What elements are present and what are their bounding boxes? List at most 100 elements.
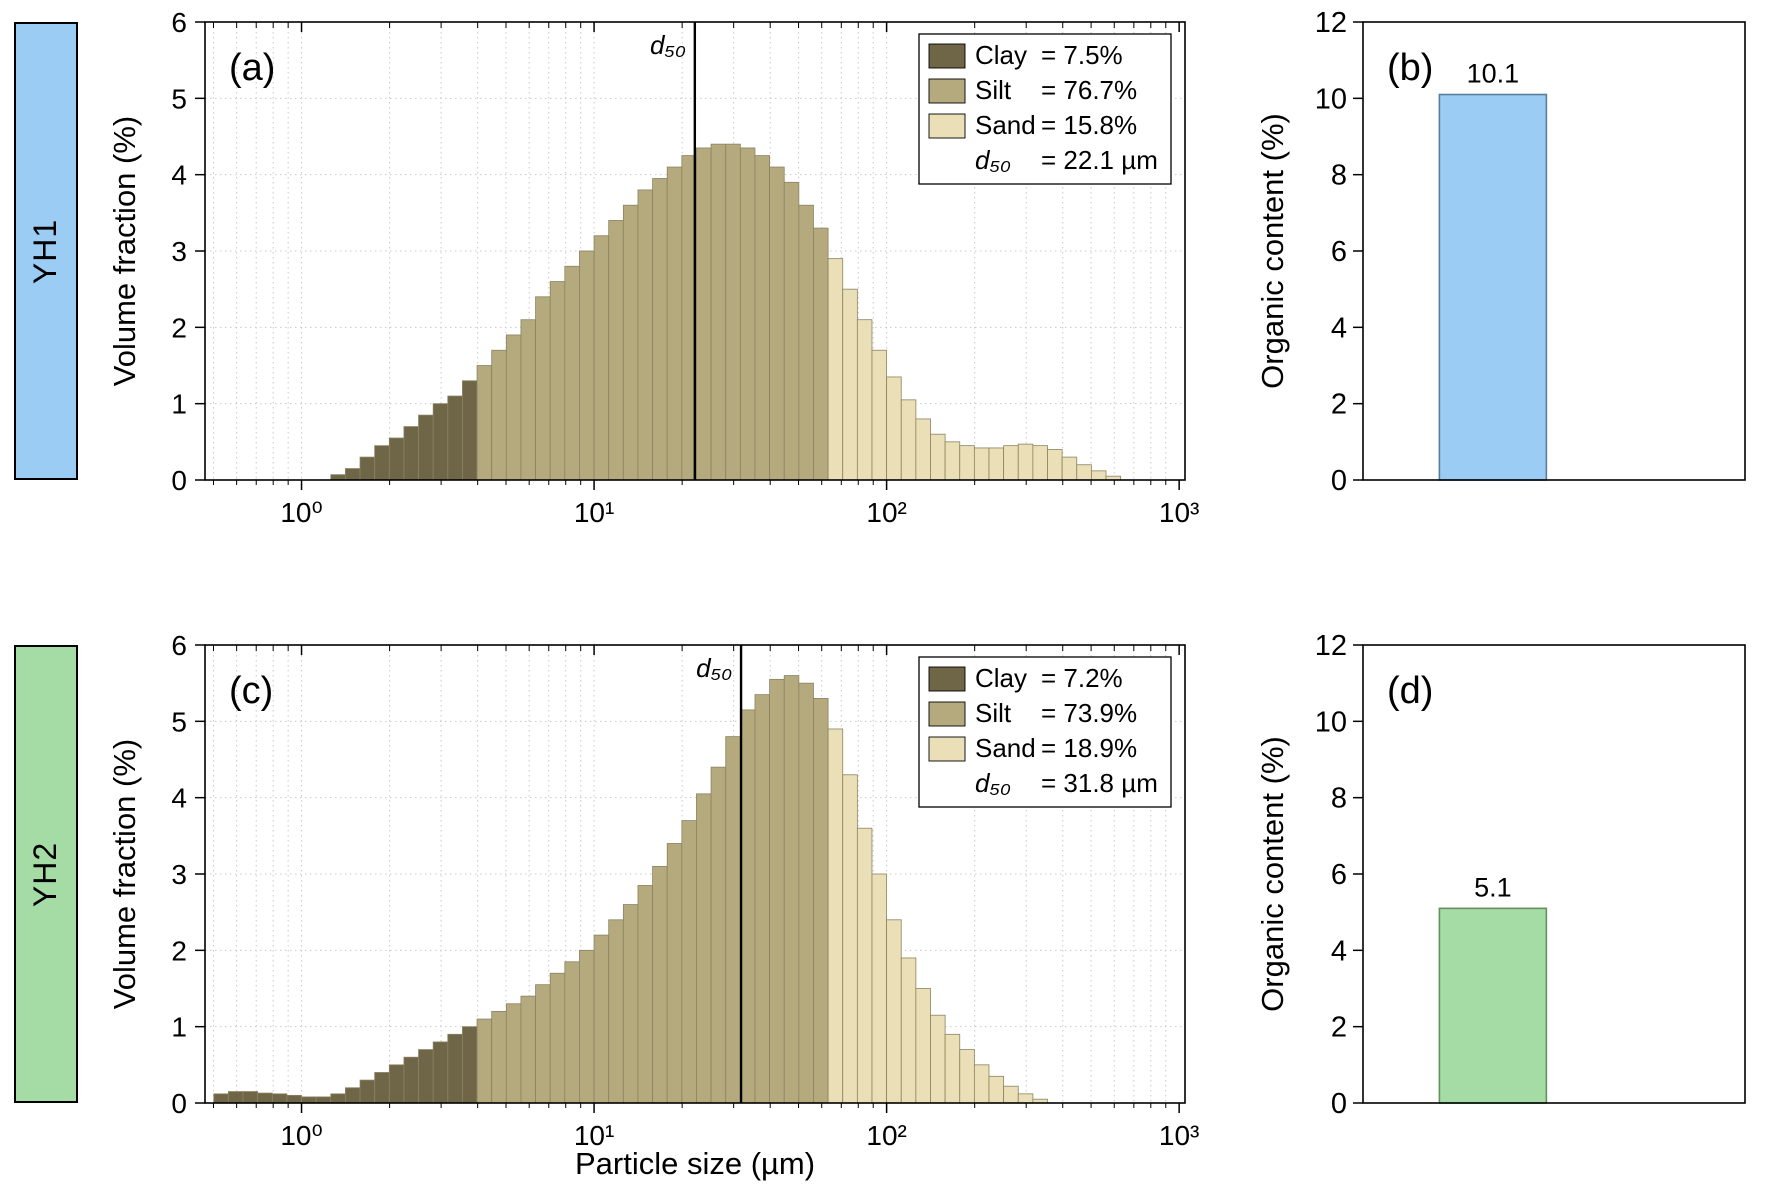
hist-bin xyxy=(973,447,990,481)
hist-bin xyxy=(257,1092,273,1104)
legend-label: Clay xyxy=(975,40,1027,70)
hist-panel-YH2: d₅₀ 10⁰ 10¹ 10² 10³ 0 1 2 3 4 5 6 Volume fraction (%… xyxy=(107,630,1199,1151)
y-axis-label: Volume fraction (%) xyxy=(107,739,142,1010)
hist-bin xyxy=(871,349,888,481)
hist-bin xyxy=(447,395,463,481)
hist-bin xyxy=(681,820,697,1104)
hist-bin xyxy=(930,1014,946,1104)
hist-bin xyxy=(930,433,946,481)
hist-bin xyxy=(959,1049,975,1104)
legend-value: = 7.5% xyxy=(1041,40,1123,70)
hist-bin xyxy=(842,288,858,481)
hist-bin xyxy=(710,143,727,481)
hist-bin xyxy=(856,827,873,1104)
hist-bin xyxy=(418,414,434,481)
x-tick-label: 10³ xyxy=(1159,1120,1199,1151)
y-tick-label: 0 xyxy=(1331,465,1347,497)
legend-swatch-clay xyxy=(928,666,966,692)
y-tick-label: 4 xyxy=(1331,935,1347,967)
bar-value-label: 5.1 xyxy=(1474,872,1512,902)
hist-bin xyxy=(856,319,873,481)
y-tick-label: 10 xyxy=(1315,83,1347,115)
hist-bin xyxy=(813,227,829,481)
hist-bin xyxy=(520,995,536,1104)
hist-bin xyxy=(725,736,741,1104)
y-tick-label: 0 xyxy=(1331,1088,1347,1120)
hist-bin xyxy=(652,865,668,1104)
hist-bin xyxy=(505,334,522,481)
y-tick-label: 10 xyxy=(1315,706,1347,738)
hist-bin xyxy=(462,380,478,481)
x-tick-label: 10¹ xyxy=(574,1120,614,1151)
hist-panel-YH1: d₅₀ 10⁰ 10¹ 10² 10³ 0 1 2 3 4 5 6 Volume fraction (%… xyxy=(107,7,1199,528)
sample-badge-yh2-label: YH2 xyxy=(27,841,64,907)
hist-bin xyxy=(886,919,902,1104)
y-tick-label: 1 xyxy=(171,1012,187,1043)
hist-bin xyxy=(491,349,507,481)
hist-bin xyxy=(1076,464,1092,481)
hist-bin xyxy=(403,1056,419,1104)
hist-bin xyxy=(1017,1093,1034,1104)
hist-bin xyxy=(739,147,756,481)
hist-bin xyxy=(432,1041,449,1104)
legend-label: Sand xyxy=(975,733,1036,763)
organic-panel-YH1: 10.1 0 2 4 6 8 10 12 Organic content (%) (b) xyxy=(1255,7,1746,497)
legend-label: Silt xyxy=(975,698,1012,728)
hist-bin xyxy=(696,147,712,481)
x-axis-label: Particle size (µm) xyxy=(574,1146,816,1181)
hist-bin xyxy=(388,437,405,481)
hist-bin xyxy=(1003,445,1019,481)
hist-bin xyxy=(315,1096,332,1104)
hist-bin xyxy=(886,376,902,481)
x-tick-label: 10² xyxy=(866,497,906,528)
y-tick-label: 0 xyxy=(171,465,187,496)
legend-swatch-clay xyxy=(928,43,966,69)
legend-label: Clay xyxy=(975,663,1027,693)
hist-bin xyxy=(432,403,449,481)
hist-bin xyxy=(622,204,639,481)
legend-swatch-silt xyxy=(928,78,966,104)
hist-bin xyxy=(579,250,595,481)
legend-box xyxy=(918,656,1172,808)
y-tick-label: 5 xyxy=(171,83,187,114)
hist-bin xyxy=(666,843,683,1104)
legend-swatch-sand xyxy=(928,736,966,762)
y-tick-label: 2 xyxy=(171,312,187,343)
y-axis-label: Organic content (%) xyxy=(1255,736,1290,1012)
y-tick-label: 0 xyxy=(171,1088,187,1119)
hist-bin xyxy=(696,793,712,1104)
legend-value: = 31.8 µm xyxy=(1041,768,1158,798)
hist-bin xyxy=(769,678,785,1104)
hist-bin xyxy=(345,468,361,481)
hist-bin xyxy=(813,698,829,1104)
hist-bin xyxy=(798,204,814,481)
hist-bin xyxy=(549,972,566,1104)
hist-bin xyxy=(1061,456,1078,481)
hist-bin xyxy=(1017,443,1034,481)
hist-bin xyxy=(915,418,931,481)
hist-bin xyxy=(798,682,814,1104)
hist-bin xyxy=(564,961,580,1104)
hist-bin xyxy=(447,1033,463,1104)
hist-bin xyxy=(228,1091,244,1104)
hist-bin xyxy=(944,1033,961,1104)
hist-bin xyxy=(871,873,888,1104)
hist-bin xyxy=(491,1011,507,1104)
hist-bin xyxy=(330,474,346,481)
sample-badge-yh1: YH1 xyxy=(14,22,78,480)
x-tick-label: 10³ xyxy=(1159,497,1199,528)
hist-bin xyxy=(637,885,653,1104)
hist-bin xyxy=(710,766,727,1104)
legend-value: = 7.2% xyxy=(1041,663,1123,693)
hist-bin xyxy=(476,365,493,481)
d50-line-label: d₅₀ xyxy=(696,653,732,683)
hist-bin xyxy=(754,155,770,481)
y-tick-label: 6 xyxy=(171,630,187,661)
hist-bin xyxy=(900,399,917,481)
hist-bin xyxy=(739,709,756,1104)
hist-bin xyxy=(535,984,551,1104)
legend-value: = 22.1 µm xyxy=(1041,145,1158,175)
panel-letter: (d) xyxy=(1387,670,1433,712)
hist-bin xyxy=(520,319,536,481)
